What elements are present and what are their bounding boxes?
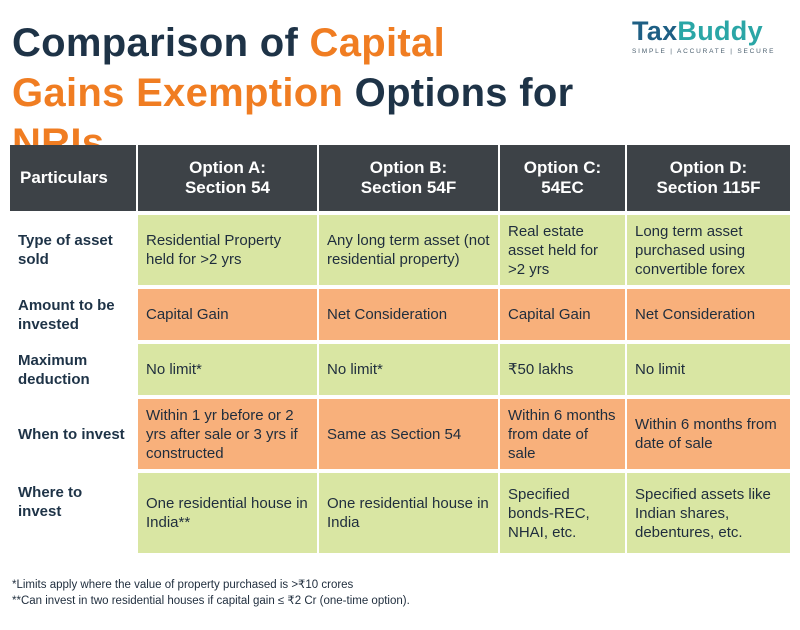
header-particulars: Particulars xyxy=(10,145,138,211)
table-cell: Capital Gain xyxy=(500,285,627,340)
table-cell: Capital Gain xyxy=(138,285,319,340)
logo-word-buddy: Buddy xyxy=(677,16,763,46)
table-cell: Residential Property held for >2 yrs xyxy=(138,211,319,285)
table-cell: No limit xyxy=(627,340,790,395)
logo-wordmark: TaxBuddy xyxy=(632,16,780,46)
table-cell: Specified assets like Indian shares, deb… xyxy=(627,469,790,553)
title-text-2: Options for xyxy=(343,71,574,115)
table-cell: ₹50 lakhs xyxy=(500,340,627,395)
header-option-c: Option C: 54EC xyxy=(500,145,627,211)
table-cell: Specified bonds-REC, NHAI, etc. xyxy=(500,469,627,553)
header-option-b: Option B: Section 54F xyxy=(319,145,500,211)
table-header-row: Particulars Option A: Section 54 Option … xyxy=(10,145,790,211)
table-cell: One residential house in India xyxy=(319,469,500,553)
table-row: Maximum deduction No limit* No limit* ₹5… xyxy=(10,340,790,395)
table-cell: Any long term asset (not residential pro… xyxy=(319,211,500,285)
table-cell: No limit* xyxy=(319,340,500,395)
header-option-a: Option A: Section 54 xyxy=(138,145,319,211)
table-row: Amount to be invested Capital Gain Net C… xyxy=(10,285,790,340)
table-cell: Same as Section 54 xyxy=(319,395,500,469)
table-row: When to invest Within 1 yr before or 2 y… xyxy=(10,395,790,469)
table-cell: Net Consideration xyxy=(319,285,500,340)
title-highlight-1: Capital xyxy=(309,21,446,65)
footnote-1: *Limits apply where the value of propert… xyxy=(12,579,354,591)
footnote-2: **Can invest in two residential houses i… xyxy=(12,595,410,607)
row-label: Amount to be invested xyxy=(10,285,138,340)
table-cell: One residential house in India** xyxy=(138,469,319,553)
title-text-1: Comparison of xyxy=(12,21,310,65)
logo-tagline: SIMPLE | ACCURATE | SECURE xyxy=(632,48,776,55)
table-cell: Within 1 yr before or 2 yrs after sale o… xyxy=(138,395,319,469)
table-cell: Real estate asset held for >2 yrs xyxy=(500,211,627,285)
footnotes: *Limits apply where the value of propert… xyxy=(12,577,410,609)
table-row: Where to invest One residential house in… xyxy=(10,469,790,553)
comparison-table: Particulars Option A: Section 54 Option … xyxy=(10,145,790,553)
header-option-d: Option D: Section 115F xyxy=(627,145,790,211)
row-label: When to invest xyxy=(10,395,138,469)
table-cell: Within 6 months from date of sale xyxy=(500,395,627,469)
title-highlight-2: Gains Exemption xyxy=(12,71,344,115)
table-cell: Net Consideration xyxy=(627,285,790,340)
logo-word-tax: Tax xyxy=(632,16,678,46)
row-label: Where to invest xyxy=(10,469,138,553)
brand-logo: TaxBuddy SIMPLE | ACCURATE | SECURE xyxy=(632,16,780,55)
table-cell: No limit* xyxy=(138,340,319,395)
row-label: Type of asset sold xyxy=(10,211,138,285)
table-cell: Long term asset purchased using converti… xyxy=(627,211,790,285)
table-row: Type of asset sold Residential Property … xyxy=(10,211,790,285)
table-cell: Within 6 months from date of sale xyxy=(627,395,790,469)
row-label: Maximum deduction xyxy=(10,340,138,395)
